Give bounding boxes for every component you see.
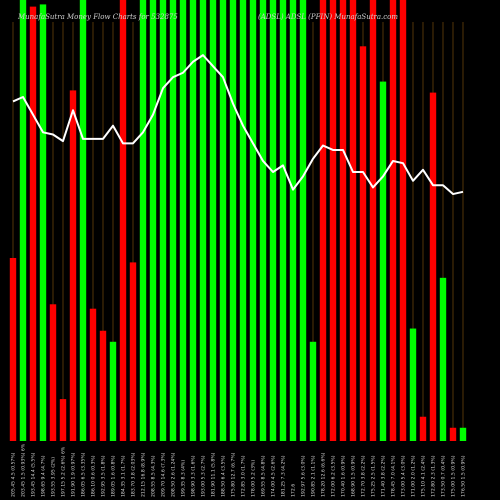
x-tick-label: 175.25 2.5 (1.5%) bbox=[371, 455, 377, 497]
bar bbox=[379, 81, 387, 442]
x-tick-labels: 205.45 4.5 (0.57%) 203.45 1.5 (0.93%) 6% 1… bbox=[11, 443, 467, 497]
bar bbox=[419, 416, 427, 441]
bar bbox=[19, 0, 27, 441]
x-tick-label: 175.10 4.1 (2.4%) bbox=[421, 455, 427, 497]
bar bbox=[239, 0, 247, 441]
bar bbox=[189, 0, 197, 441]
bar-series bbox=[9, 0, 467, 442]
bar bbox=[79, 0, 87, 441]
bar bbox=[179, 0, 187, 441]
bar bbox=[109, 341, 117, 441]
x-tick-label: 199.35 8.3 (4%) bbox=[181, 460, 187, 497]
x-tick-label: 175.80 12.7 (6.7%) bbox=[231, 452, 237, 497]
x-tick-label: 175.00 1.5 (0.9%) bbox=[451, 455, 457, 497]
x-tick-label: 178.45 7.0 (4.1%) bbox=[391, 455, 397, 497]
x-tick-label: 192.95 3.5 (1.8%) bbox=[101, 455, 107, 497]
bar bbox=[289, 0, 297, 441]
x-tick-label: 192.97 5.6 (3.0%) bbox=[301, 455, 307, 497]
x-tick-label: 181.25 7.3 (4.2%) bbox=[281, 455, 287, 497]
money-flow-line bbox=[12, 54, 464, 196]
bar bbox=[49, 304, 57, 441]
x-tick-label: 205.45 4.5 (0.57%) bbox=[11, 452, 17, 497]
x-tick-label: 169.55 8.5 (4.8%) bbox=[261, 455, 267, 497]
chart-title-left: MunafaSutra Money Flow Charts for 532875 bbox=[17, 13, 178, 21]
x-tick-label: 198.90 3.3 (1.6%) bbox=[191, 455, 197, 497]
x-tick-label: 178.20 12.6 (6.6%) bbox=[321, 452, 327, 497]
x-tick-label: 170.40 1.6 (0.9%) bbox=[341, 455, 347, 497]
bar bbox=[259, 0, 267, 441]
bar bbox=[439, 277, 447, 441]
bar bbox=[199, 0, 207, 441]
bar bbox=[119, 0, 127, 441]
x-tick-label: 186.10 0.6 (0.3%) bbox=[91, 455, 97, 497]
x-tick-label: 171.40 3.8 (2.2%) bbox=[381, 455, 387, 497]
x-tick-label: 168.90 1.5 (0.9%) bbox=[351, 455, 357, 497]
bar bbox=[449, 427, 457, 441]
bar bbox=[339, 0, 347, 441]
x-tick-label: 188.50 6.4 (3.5%) bbox=[221, 455, 227, 497]
x-tick-label: 193.45 14.4 (5.5%) bbox=[31, 452, 37, 497]
bar bbox=[129, 262, 137, 441]
bar bbox=[139, 0, 147, 441]
x-tick-label: 197.15 5.2 (2.6%) 6% bbox=[61, 446, 67, 497]
x-tick-label: 190.85 2.1 (1.1%) bbox=[311, 455, 317, 497]
x-tick-label: 208.50 2.6 (1.24%) bbox=[171, 452, 177, 497]
x-tick-label: 174.00 4.5 (2.6%) bbox=[271, 455, 277, 497]
x-tick-label: 172.6 bbox=[291, 484, 297, 497]
bar bbox=[169, 0, 177, 441]
x-tick-label: 198.65 9.4 (4.7%) bbox=[41, 455, 47, 497]
bar bbox=[29, 6, 37, 442]
bar bbox=[159, 0, 167, 441]
x-tick-label: 184.35 3.1 (1.7%) bbox=[121, 455, 127, 497]
x-tick-label: 173.50 0.7 (0.4%) bbox=[441, 455, 447, 497]
bar bbox=[149, 0, 157, 441]
bar bbox=[89, 308, 97, 441]
bar bbox=[359, 46, 367, 442]
bar bbox=[329, 0, 337, 441]
bar bbox=[389, 0, 397, 441]
bar bbox=[269, 0, 277, 441]
bar bbox=[429, 92, 437, 442]
bar bbox=[319, 0, 327, 441]
x-tick-label: 209.70 14.6 (7.3%) bbox=[161, 452, 167, 497]
bar bbox=[409, 328, 417, 441]
bar bbox=[59, 399, 67, 441]
x-tick-label: 189.05 1.6 (0.8%) bbox=[111, 455, 117, 497]
bar bbox=[219, 0, 227, 441]
x-tick-label: 183.70 3.8 (2.03%) bbox=[131, 452, 137, 497]
bar bbox=[459, 427, 467, 441]
x-tick-label: 172.80 2.3 (1.3%) bbox=[431, 455, 437, 497]
bar bbox=[39, 4, 47, 441]
x-tick-label: 171.00 2.0 (1.2%) bbox=[411, 455, 417, 497]
x-tick-label: 176.50 1.5 (0.9%) bbox=[461, 455, 467, 497]
bar bbox=[309, 341, 317, 441]
x-tick-label: 193.55 3.95 (2%) bbox=[51, 457, 57, 497]
x-tick-label: 208.55 8.5 (4.3%) bbox=[151, 455, 157, 497]
x-tick-label: 212.15 16.8 (8.9%) bbox=[141, 452, 147, 497]
x-tick-label: 172.00 6.2 (3.5%) bbox=[331, 455, 337, 497]
x-tick-label: 191.90 1.9 (0.97%) bbox=[71, 452, 77, 497]
x-tick-label: 203.45 1.5 (0.93%) 6% bbox=[21, 443, 27, 497]
bar bbox=[349, 0, 357, 441]
x-tick-label: 173.00 5.4 (3.0%) bbox=[401, 455, 407, 497]
x-tick-label: 186.05 6.5 (3.35%) bbox=[81, 452, 87, 497]
x-tick-label: 178.00 5.2 (3%) bbox=[251, 460, 257, 497]
x-tick-label: 193.00 5.3 (2.7%) bbox=[201, 455, 207, 497]
chart-title-right: (ADSL) ADSL (PFIN) MunafaSutra.com bbox=[258, 13, 398, 21]
bar bbox=[279, 0, 287, 441]
bar bbox=[399, 0, 407, 441]
x-tick-label: 172.85 3.0 (1.7%) bbox=[241, 455, 247, 497]
bar bbox=[369, 0, 377, 441]
bar bbox=[9, 257, 17, 441]
bar bbox=[69, 90, 77, 441]
x-tick-label: 172.70 3.8 (2.2%) bbox=[361, 455, 367, 497]
bar bbox=[209, 0, 217, 441]
x-tick-label: 181.90 11.1 (5.8%) bbox=[211, 452, 217, 497]
bar bbox=[249, 0, 257, 441]
bar bbox=[99, 330, 107, 441]
bar bbox=[229, 0, 237, 441]
bar bbox=[299, 0, 307, 441]
